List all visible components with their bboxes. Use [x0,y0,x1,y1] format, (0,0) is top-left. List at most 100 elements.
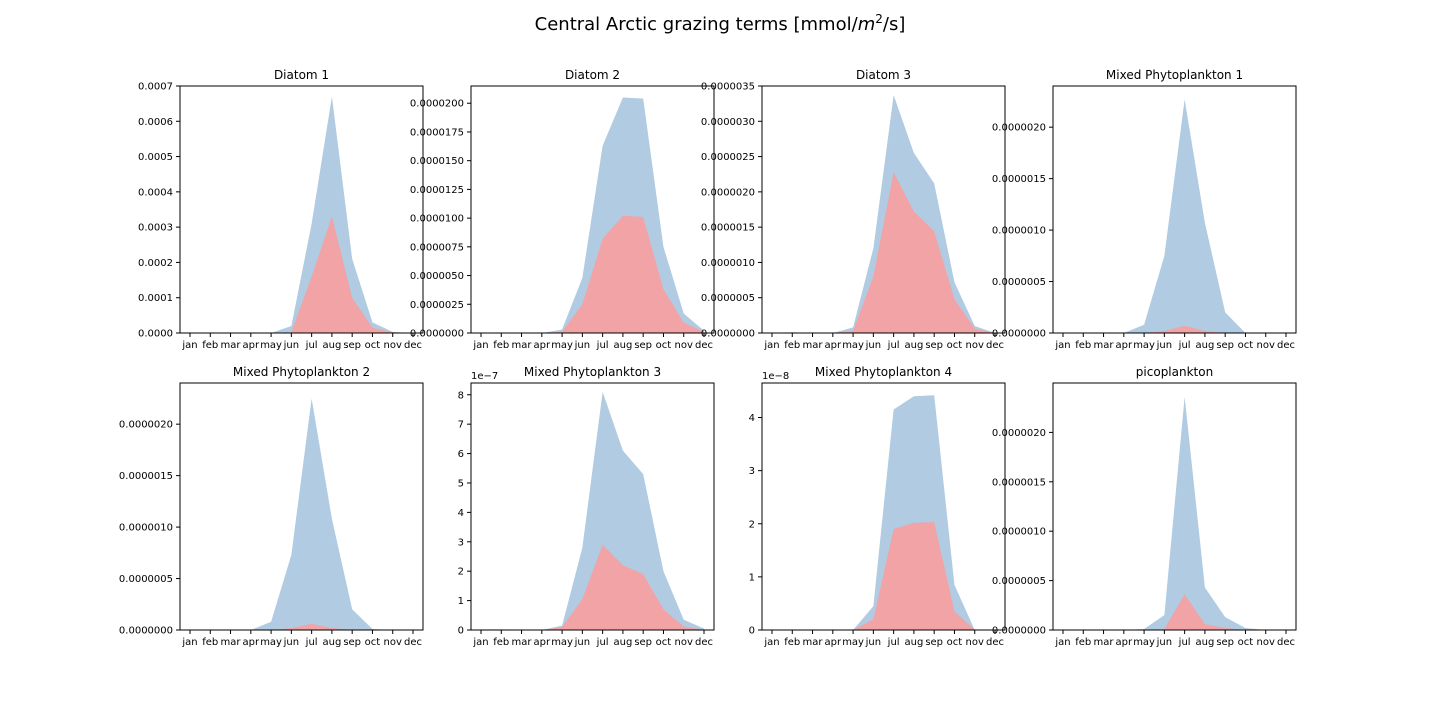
x-tick-label: feb [1075,340,1091,351]
x-tick-label: dec [1277,340,1295,351]
y-tick-label: 1 [458,596,464,607]
x-tick-label: jan [472,340,488,351]
area-series-2 [481,544,704,630]
y-tick-label: 3 [458,537,464,548]
axes-frame [761,85,1006,334]
x-tick-label: jan [472,637,488,648]
y-tick-label: 0.0001 [138,293,173,304]
y-tick-label: 0.0003 [138,223,173,234]
area-series-1 [1063,396,1286,630]
x-tick-label: jun [1156,340,1172,351]
x-tick-label: mar [803,340,824,351]
subplot-title: Mixed Phytoplankton 3 [523,365,662,379]
x-tick-label: apr [825,340,842,351]
y-tick-label: 0.0005 [138,152,173,163]
x-tick-label: apr [825,637,842,648]
x-tick-label: apr [243,340,260,351]
x-tick-label: dec [695,340,713,351]
x-tick-label: jan [1054,637,1070,648]
y-tick-label: 6 [458,449,464,460]
y-tick-label: 0.0000010 [992,527,1046,538]
x-tick-label: jun [283,637,299,648]
y-tick-label: 7 [458,420,464,431]
area-series-1 [481,391,704,630]
subplot-title: picoplankton [1135,365,1214,379]
area-series-2 [772,172,995,333]
x-tick-label: oct [656,637,672,648]
x-tick-label: apr [243,637,260,648]
axes-frame [470,85,715,334]
y-tick-label: 4 [749,413,755,424]
x-tick-label: dec [404,340,422,351]
x-tick-label: feb [1075,637,1091,648]
x-tick-label: feb [784,340,800,351]
x-tick-label: oct [365,637,381,648]
x-tick-label: dec [695,637,713,648]
x-tick-label: sep [634,340,652,351]
x-tick-label: nov [675,637,693,648]
y-offset-text: 1e−8 [762,371,789,382]
y-tick-label: 0.0000175 [410,127,464,138]
y-tick-label: 0.0002 [138,258,173,269]
x-tick-label: oct [947,340,963,351]
y-tick-label: 0.0000035 [701,82,755,93]
x-tick-label: jul [305,637,318,648]
x-tick-label: jan [181,340,197,351]
axes-frame [179,85,424,334]
x-tick-label: feb [202,340,218,351]
x-tick-label: aug [613,637,632,648]
x-tick-label: jul [887,340,900,351]
y-tick-label: 0.0000015 [701,223,755,234]
y-tick-label: 5 [458,478,464,489]
axes-frame [1052,85,1297,334]
x-tick-label: sep [343,637,361,648]
x-tick-label: jun [574,340,590,351]
figure-title-suffix: /s] [882,14,906,35]
y-tick-label: 0.0000000 [410,329,464,340]
x-tick-label: oct [656,340,672,351]
subplot-2: 0.0000000 0.0000025 0.0000050 0.0000075 0.00… [410,85,715,351]
x-tick-label: feb [493,340,509,351]
area-series-2 [190,623,413,630]
y-tick-label: 3 [749,466,755,477]
area-series-2 [1063,325,1286,333]
x-tick-label: jan [1054,340,1070,351]
x-tick-label: feb [202,637,218,648]
y-tick-label: 0 [749,626,755,637]
y-tick-label: 0.0000125 [410,185,464,196]
y-tick-label: 0.0007 [138,82,173,93]
x-tick-label: mar [1094,340,1115,351]
x-tick-label: mar [221,637,242,648]
x-tick-label: jun [865,637,881,648]
figure-title-prefix: Central Arctic grazing terms [mmol/ [534,14,858,35]
x-tick-label: may [842,340,864,351]
y-tick-label: 0.0000050 [410,271,464,282]
x-tick-label: nov [384,340,402,351]
x-tick-label: jul [887,637,900,648]
subplot-8: 0.0000000 0.0000005 0.0000010 0.0000015 0.00… [992,382,1297,648]
x-tick-label: dec [1277,637,1295,648]
x-tick-label: oct [365,340,381,351]
y-tick-label: 0.0000010 [992,226,1046,237]
x-tick-label: mar [512,340,533,351]
y-tick-label: 0.0000025 [701,152,755,163]
area-series-1 [190,96,413,333]
x-tick-label: jan [763,637,779,648]
x-tick-label: jan [763,340,779,351]
x-tick-label: may [842,637,864,648]
y-tick-label: 0.0000020 [701,187,755,198]
x-tick-label: nov [675,340,693,351]
y-tick-label: 0.0000075 [410,242,464,253]
subplot-5: 0.0000000 0.0000005 0.0000010 0.0000015 0.00… [119,382,424,648]
axes-frame [470,382,715,631]
x-tick-label: jan [181,637,197,648]
x-tick-label: apr [534,637,551,648]
y-tick-label: 0.0000010 [701,258,755,269]
y-tick-label: 0.0000015 [119,471,173,482]
x-tick-label: jul [305,340,318,351]
y-tick-label: 0.0000000 [701,329,755,340]
x-tick-label: oct [947,637,963,648]
subplot-title: Diatom 2 [564,68,621,82]
y-tick-label: 0.0006 [138,117,173,128]
x-tick-label: jul [1178,340,1191,351]
